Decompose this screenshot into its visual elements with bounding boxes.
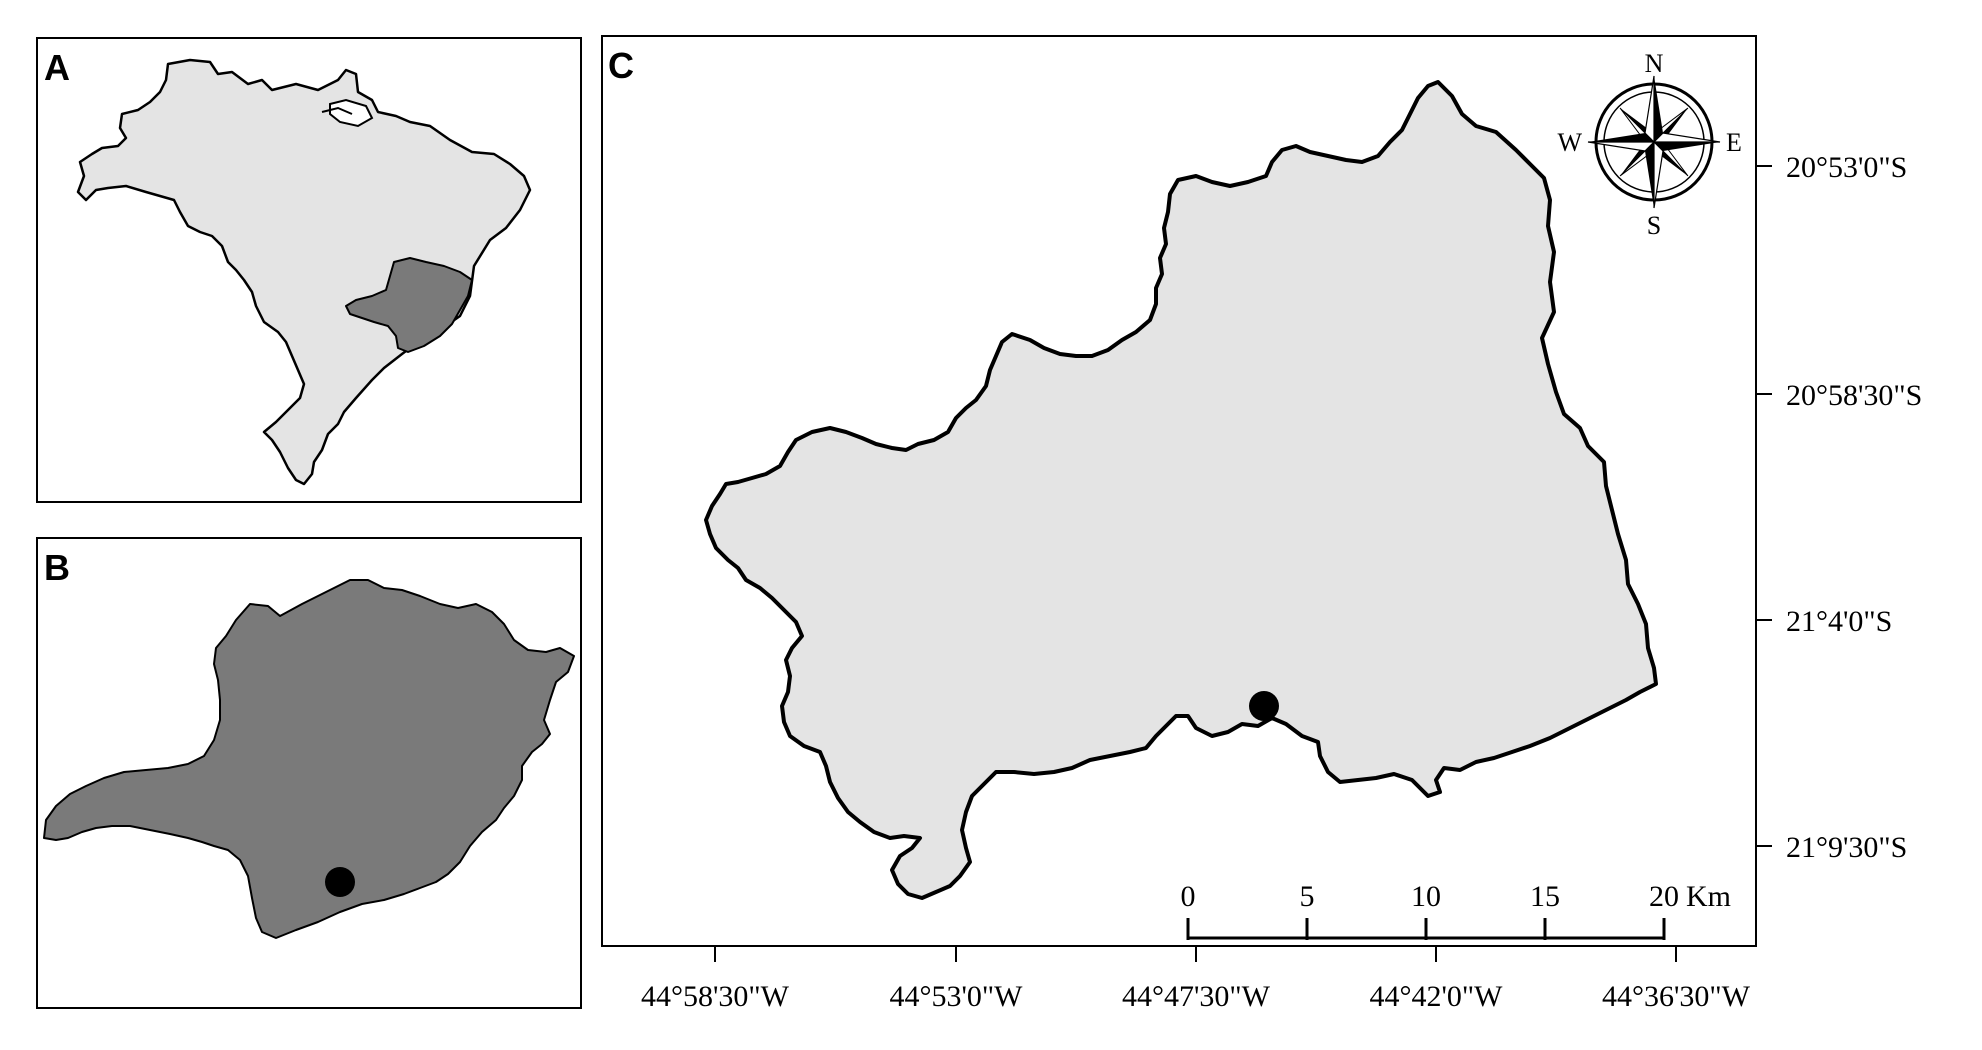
scale-label-5: 5 — [1300, 880, 1315, 913]
compass-north: N — [1645, 49, 1664, 78]
panel-a-letter: A — [44, 47, 70, 88]
study-area-marker-b — [325, 867, 355, 897]
lat-label-2: 20°58'30"S — [1786, 379, 1922, 412]
panel-c-letter: C — [608, 45, 634, 86]
scale-label-20: 20 — [1649, 880, 1679, 913]
brazil-outline — [76, 58, 532, 486]
minas-gerais-inset — [345, 257, 473, 353]
basin-outline — [704, 80, 1658, 900]
lon-label-4: 44°42'0"W — [1370, 980, 1504, 1013]
compass-west: W — [1557, 128, 1582, 157]
lon-label-3: 44°47'30"W — [1122, 980, 1271, 1013]
lat-label-3: 21°4'0"S — [1786, 605, 1892, 638]
panel-c: C — [601, 35, 1922, 1013]
compass-rose: N S E W — [1557, 49, 1741, 240]
compass-east: E — [1726, 128, 1742, 157]
scale-label-10: 10 — [1411, 880, 1441, 913]
panel-b: B — [36, 537, 582, 1009]
lon-label-1: 44°58'30"W — [641, 980, 790, 1013]
lon-label-5: 44°36'30"W — [1602, 980, 1751, 1013]
minas-gerais-state — [43, 579, 575, 939]
compass-cardinal-points — [1587, 75, 1721, 209]
scale-label-15: 15 — [1530, 880, 1560, 913]
scale-bar: 0 5 10 15 20 Km — [1181, 880, 1731, 940]
latitude-axis: 20°53'0"S 20°58'30"S 21°4'0"S 21°9'30"S — [1756, 151, 1922, 864]
scale-label-0: 0 — [1181, 880, 1196, 913]
panel-b-letter: B — [44, 547, 70, 588]
estuary-channel — [321, 106, 353, 115]
longitude-axis: 44°58'30"W 44°53'0"W 44°47'30"W 44°42'0"… — [641, 946, 1751, 1013]
lat-label-4: 21°9'30"S — [1786, 831, 1907, 864]
panel-a: A — [36, 37, 582, 503]
compass-south: S — [1647, 211, 1661, 240]
lat-label-1: 20°53'0"S — [1786, 151, 1907, 184]
study-area-marker-c — [1249, 691, 1279, 721]
scale-unit: Km — [1686, 880, 1731, 913]
lon-label-2: 44°53'0"W — [890, 980, 1024, 1013]
